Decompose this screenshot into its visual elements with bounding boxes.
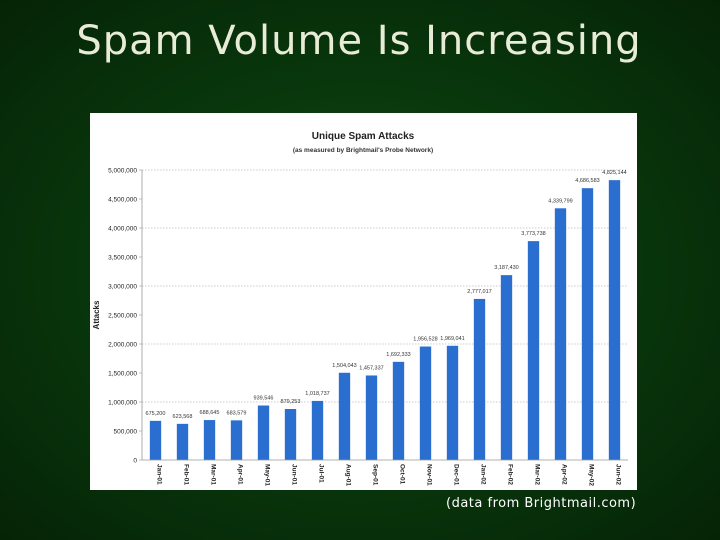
bar — [392, 361, 405, 460]
value-label: 3,187,430 — [494, 265, 518, 271]
bar — [311, 400, 324, 460]
x-tick-label: Jun-02 — [615, 464, 622, 485]
x-tick-label: Feb-02 — [507, 464, 514, 485]
bar — [581, 188, 594, 460]
value-label: 1,692,333 — [386, 352, 410, 358]
value-label: 2,777,017 — [467, 289, 491, 295]
value-label: 4,339,799 — [548, 198, 572, 204]
bar — [149, 420, 162, 460]
y-tick-label: 2,500,000 — [108, 313, 137, 320]
value-label: 4,686,583 — [575, 178, 599, 184]
x-tick-label: May-01 — [264, 464, 271, 486]
chart-image: Unique Spam Attacks (as measured by Brig… — [90, 113, 637, 490]
bar — [230, 420, 243, 460]
value-labels: 675,200 623,568 688,645 683,579 939,546 879,2… — [146, 170, 627, 420]
grid-lines — [142, 169, 628, 403]
value-label: 1,956,528 — [413, 337, 437, 343]
y-tick-label: 3,000,000 — [108, 284, 137, 291]
value-label: 939,546 — [254, 396, 274, 402]
bar — [203, 420, 216, 460]
chart-title: Unique Spam Attacks — [312, 131, 415, 142]
x-tick-label: Jun-01 — [291, 464, 298, 485]
y-tick-label: 5,000,000 — [108, 168, 137, 175]
value-label: 4,825,144 — [602, 170, 626, 176]
bar — [365, 375, 378, 460]
x-tick-label: Jan-01 — [156, 464, 163, 485]
bar — [554, 208, 567, 460]
slide-title: Spam Volume Is Increasing — [76, 18, 642, 64]
bar — [608, 180, 621, 460]
value-label: 1,018,737 — [305, 391, 329, 397]
y-tick-label: 4,500,000 — [108, 197, 137, 204]
bar — [500, 275, 513, 460]
x-tick-label: Apr-01 — [237, 464, 244, 485]
y-tick-label: 4,000,000 — [108, 226, 137, 233]
x-tick-label: Aug-01 — [345, 464, 352, 486]
bar — [338, 372, 351, 460]
value-label: 1,969,041 — [440, 336, 464, 342]
bar — [419, 346, 432, 460]
value-label: 683,579 — [227, 410, 247, 416]
value-label: 3,773,738 — [521, 231, 545, 237]
value-label: 623,568 — [173, 414, 193, 420]
bar — [446, 345, 459, 460]
y-tick-label: 0 — [133, 458, 137, 465]
bar — [527, 241, 540, 460]
x-axis: Jan-01 Feb-01 Mar-01 Apr-01 May-01 Jun-01 Jul-… — [156, 464, 622, 486]
bar — [257, 405, 270, 460]
value-label: 688,645 — [200, 410, 220, 416]
x-tick-label: Jan-02 — [480, 464, 487, 485]
value-label: 675,200 — [146, 411, 166, 417]
chart-subtitle: (as measured by Brightmail's Probe Netwo… — [293, 147, 433, 154]
y-axis-label: Attacks — [92, 300, 101, 329]
bar — [284, 409, 297, 460]
y-tick-label: 1,000,000 — [108, 400, 137, 407]
x-tick-label: Oct-01 — [399, 464, 406, 485]
x-tick-label: Apr-02 — [561, 464, 568, 485]
source-caption: (data from Brightmail.com) — [446, 496, 637, 511]
x-tick-label: May-02 — [588, 464, 595, 486]
x-tick-label: Dec-01 — [453, 464, 460, 486]
bar — [473, 298, 486, 460]
y-tick-label: 500,000 — [114, 429, 138, 436]
value-label: 879,253 — [281, 399, 301, 405]
bars — [149, 180, 621, 460]
y-tick-label: 2,000,000 — [108, 342, 137, 349]
x-tick-label: Sep-01 — [372, 464, 379, 486]
value-label: 1,504,043 — [332, 363, 356, 369]
x-tick-label: Jul-01 — [318, 464, 325, 483]
y-axis: 0 500,000 1,000,000 1,500,000 2,000,000 2,500… — [108, 168, 142, 465]
bar — [176, 423, 189, 460]
x-tick-label: Mar-01 — [210, 464, 217, 485]
x-tick-label: Feb-01 — [183, 464, 190, 485]
x-tick-label: Nov-01 — [426, 464, 433, 486]
y-tick-label: 3,500,000 — [108, 255, 137, 262]
y-tick-label: 1,500,000 — [108, 371, 137, 378]
unique-spam-attacks-chart: Unique Spam Attacks (as measured by Brig… — [92, 131, 628, 486]
value-label: 1,457,337 — [359, 365, 383, 371]
x-tick-label: Mar-02 — [534, 464, 541, 485]
